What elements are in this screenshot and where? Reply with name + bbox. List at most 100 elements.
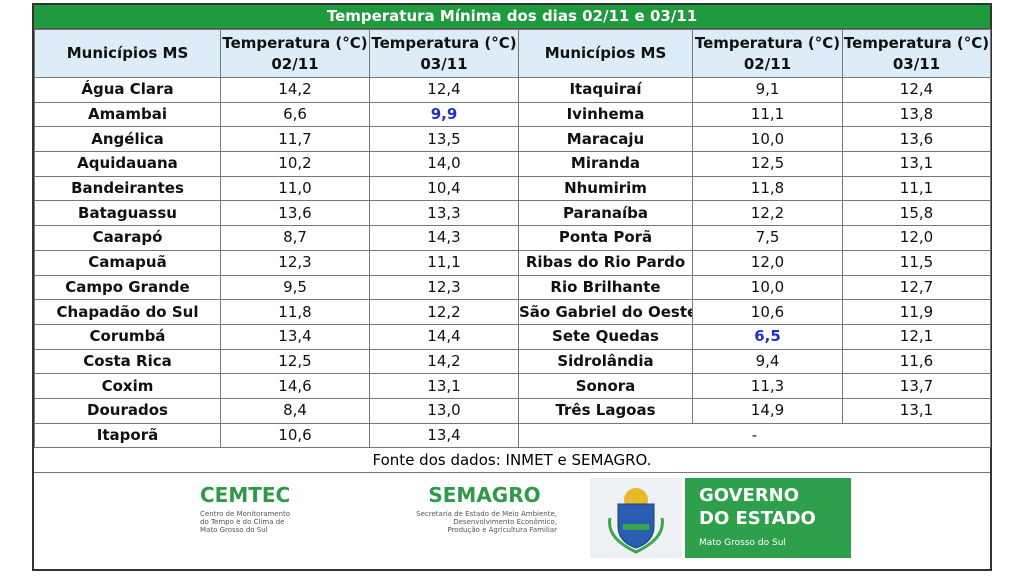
municipality-cell: Miranda	[518, 151, 693, 177]
header-cell: Temperatura (°C) 03/11	[369, 29, 519, 78]
municipality-cell: Nhumirim	[518, 175, 693, 202]
value-cell: 13,6	[220, 200, 370, 227]
header-line: 03/11	[420, 54, 468, 73]
municipality-cell: Aquidauana	[34, 151, 221, 177]
value-cell: 11,1	[842, 175, 991, 202]
value-cell: 6,6	[220, 101, 370, 128]
value-cell: 9,1	[692, 77, 843, 103]
value-cell: 11,5	[842, 249, 991, 276]
governo-logo: GOVERNO DO ESTADO Mato Grosso do Sul	[685, 478, 851, 559]
value-cell: 13,0	[369, 397, 519, 424]
value-cell: 10,0	[692, 274, 843, 301]
table-row: Chapadão do Sul 11,8 12,2 São Gabriel do Oe…	[34, 299, 991, 325]
logo-line: Centro de Monitoramento	[200, 510, 291, 519]
municipality-cell: Campo Grande	[34, 274, 221, 301]
title: Temperatura Mínima dos dias 02/11 e 03/1…	[34, 5, 990, 29]
logo-name: CEMTEC	[200, 483, 291, 508]
municipality-cell: Bataguassu	[34, 200, 221, 227]
municipality-cell: Dourados	[34, 397, 221, 424]
header-line: Municípios MS	[66, 44, 189, 62]
header-line: 02/11	[271, 54, 319, 73]
logo-text: Secretaria de Estado de Meio Ambiente, D…	[382, 510, 557, 534]
table-row: Itaporã 10,6 13,4-	[34, 422, 991, 449]
value-cell: 11,0	[220, 175, 370, 202]
table-row: Angélica 11,7 13,5 Maracaju 10,0 13,6	[34, 126, 991, 153]
municipality-cell: Água Clara	[34, 77, 221, 103]
table-row: Aquidauana 10,2 14,0 Miranda 12,5 13,1	[34, 151, 991, 177]
value-cell: 13,4	[369, 422, 519, 449]
table-row: Camapuã 12,3 11,1 Ribas do Rio Pardo 12,0 11,…	[34, 249, 991, 276]
logo-text: Centro de Monitoramento do Tempo e do Cl…	[200, 510, 290, 534]
value-cell: 13,1	[842, 397, 991, 424]
coat-of-arms	[590, 478, 682, 559]
logo-text: Mato Grosso do Sul	[699, 538, 786, 549]
logos: CEMTEC Centro de Monitoramento do Tempo …	[34, 473, 990, 568]
value-cell: 11,8	[692, 175, 843, 202]
header-line: Temperatura (°C)	[222, 33, 368, 52]
table-row: Corumbá 13,4 14,4 Sete Quedas 6,5 12,1	[34, 323, 991, 350]
municipality-cell: Amambai	[34, 101, 221, 128]
municipality-cell: Sidrolândia	[518, 348, 693, 375]
header-cell: Temperatura (°C) 02/11	[692, 29, 843, 78]
table-row: Caarapó 8,7 14,3 Ponta Porã 7,5 12,0	[34, 225, 991, 251]
value-cell: 14,3	[369, 225, 519, 251]
logo-line: Mato Grosso do Sul	[200, 526, 268, 535]
municipality-cell: -	[518, 422, 991, 449]
emblem-band	[623, 524, 649, 531]
header-line: 03/11	[892, 54, 941, 73]
value-cell: 12,0	[692, 249, 843, 276]
table-row: Coxim 14,6 13,1 Sonora 11,3 13,7	[34, 373, 991, 399]
municipality-cell: Sete Quedas	[518, 323, 693, 350]
municipality-cell: Coxim	[34, 373, 221, 399]
emblem-branches	[608, 518, 664, 554]
value-cell: 12,4	[842, 77, 991, 103]
source-note: Fonte dos dados: INMET e SEMAGRO.	[34, 448, 990, 474]
value-cell: 9,9	[369, 101, 519, 128]
header-line: Temperatura (°C)	[371, 33, 517, 52]
value-cell: 11,6	[842, 348, 991, 375]
table-row: Campo Grande 9,5 12,3 Rio Brilhante 10,0 12,7	[34, 274, 991, 301]
logo-line: DO ESTADO	[699, 508, 816, 530]
value-cell: 12,5	[220, 348, 370, 375]
value-cell: 13,6	[842, 126, 991, 153]
value-cell: 11,1	[369, 249, 519, 276]
value-cell: 12,3	[369, 274, 519, 301]
value-cell: 13,1	[842, 151, 991, 177]
value-cell: 14,4	[369, 323, 519, 350]
value-cell: 11,1	[692, 101, 843, 128]
municipality-cell: Três Lagoas	[518, 397, 693, 424]
municipality-cell: Itaporã	[34, 422, 221, 449]
logo-line: Desenvolvimento Econômico,	[453, 518, 557, 527]
value-cell: 13,5	[369, 126, 519, 153]
municipality-cell: Chapadão do Sul	[34, 299, 221, 325]
value-cell: 8,4	[220, 397, 370, 424]
logo-name: SEMAGRO	[428, 483, 541, 508]
value-cell: 11,3	[692, 373, 843, 399]
logo-line: GOVERNO	[699, 485, 800, 507]
header-cell: Municípios MS	[518, 29, 693, 78]
value-cell: 8,7	[220, 225, 370, 251]
municipality-cell: Rio Brilhante	[518, 274, 693, 301]
value-cell: 13,1	[369, 373, 519, 399]
logo-line: Produção e Agricultura Familiar	[447, 526, 557, 535]
temperature-table: Municípios MS Temperatura (°C) 02/11 Temper…	[34, 29, 991, 449]
value-cell: 11,9	[842, 299, 991, 325]
semagro-logo: SEMAGRO Secretaria de Estado de Meio Amb…	[382, 483, 557, 534]
value-cell: 11,7	[220, 126, 370, 153]
header-cell: Temperatura (°C) 02/11	[220, 29, 370, 78]
value-cell: 12,3	[220, 249, 370, 276]
header-cell: Municípios MS	[34, 29, 221, 78]
value-cell: 12,1	[842, 323, 991, 350]
value-cell: 12,5	[692, 151, 843, 177]
municipality-cell: Itaquiraí	[518, 77, 693, 103]
municipality-cell: Ivinhema	[518, 101, 693, 128]
value-cell: 12,2	[369, 299, 519, 325]
value-cell: 10,0	[692, 126, 843, 153]
municipality-cell: Costa Rica	[34, 348, 221, 375]
header-line: Temperatura (°C)	[694, 33, 841, 52]
municipality-cell: Sonora	[518, 373, 693, 399]
value-cell: 7,5	[692, 225, 843, 251]
value-cell: 9,5	[220, 274, 370, 301]
municipality-cell: Bandeirantes	[34, 175, 221, 202]
